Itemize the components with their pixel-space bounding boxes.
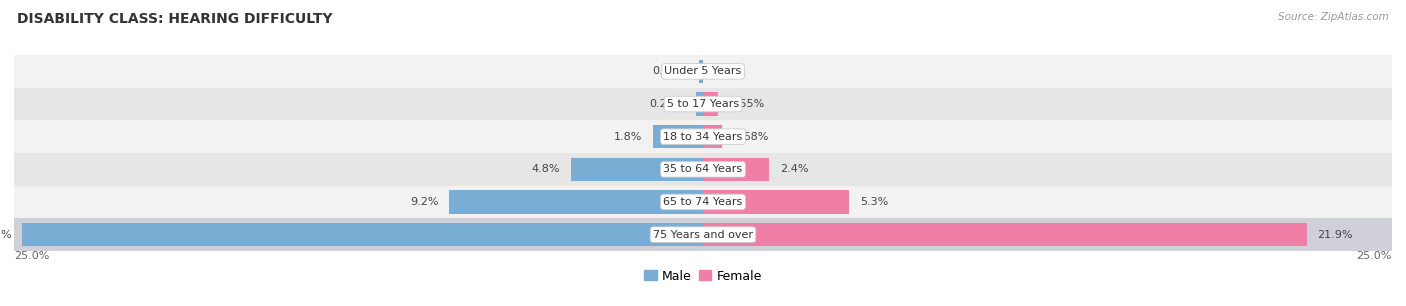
Bar	[703, 92, 718, 116]
Text: 0.55%: 0.55%	[730, 99, 765, 109]
Bar	[14, 120, 1392, 153]
Bar	[699, 60, 703, 83]
Bar	[14, 153, 1392, 186]
Bar	[14, 88, 1392, 120]
Bar	[654, 125, 703, 148]
Text: 9.2%: 9.2%	[411, 197, 439, 207]
Text: 5 to 17 Years: 5 to 17 Years	[666, 99, 740, 109]
Text: 0.27%: 0.27%	[650, 99, 685, 109]
Bar	[450, 190, 703, 214]
Text: 2.4%: 2.4%	[780, 164, 808, 174]
Bar	[14, 218, 1392, 251]
Text: 18 to 34 Years: 18 to 34 Years	[664, 132, 742, 142]
Bar	[703, 223, 1306, 246]
Text: 65 to 74 Years: 65 to 74 Years	[664, 197, 742, 207]
Bar	[571, 158, 703, 181]
Text: 0.0%: 0.0%	[714, 66, 742, 76]
Text: 4.8%: 4.8%	[531, 164, 560, 174]
Text: 5.3%: 5.3%	[860, 197, 889, 207]
Text: 21.9%: 21.9%	[1317, 230, 1353, 240]
Text: Under 5 Years: Under 5 Years	[665, 66, 741, 76]
Text: 0.68%: 0.68%	[733, 132, 768, 142]
Text: 0.14%: 0.14%	[652, 66, 688, 76]
Text: Source: ZipAtlas.com: Source: ZipAtlas.com	[1278, 12, 1389, 22]
Text: 25.0%: 25.0%	[1357, 251, 1392, 261]
Bar	[703, 125, 721, 148]
Bar	[14, 186, 1392, 218]
Text: 25.0%: 25.0%	[14, 251, 49, 261]
Text: 24.7%: 24.7%	[0, 230, 11, 240]
Bar	[22, 223, 703, 246]
Bar	[14, 55, 1392, 88]
Text: 35 to 64 Years: 35 to 64 Years	[664, 164, 742, 174]
Bar	[703, 158, 769, 181]
Text: DISABILITY CLASS: HEARING DIFFICULTY: DISABILITY CLASS: HEARING DIFFICULTY	[17, 12, 332, 26]
Bar	[703, 190, 849, 214]
Legend: Male, Female: Male, Female	[640, 265, 766, 288]
Text: 75 Years and over: 75 Years and over	[652, 230, 754, 240]
Text: 1.8%: 1.8%	[614, 132, 643, 142]
Bar	[696, 92, 703, 116]
